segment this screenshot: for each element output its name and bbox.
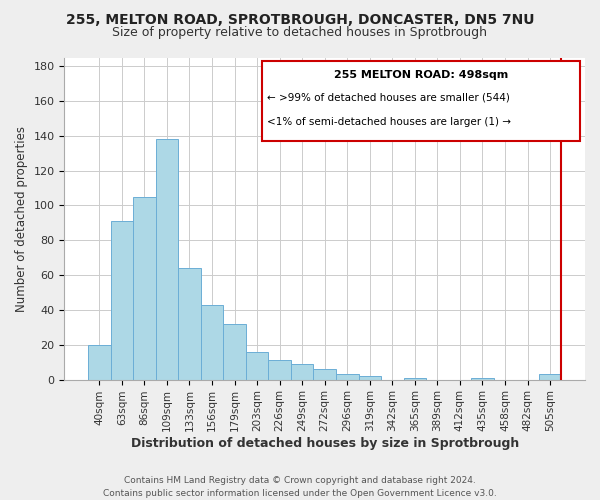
FancyBboxPatch shape xyxy=(262,60,580,141)
Text: 255, MELTON ROAD, SPROTBROUGH, DONCASTER, DN5 7NU: 255, MELTON ROAD, SPROTBROUGH, DONCASTER… xyxy=(66,12,534,26)
Text: 255 MELTON ROAD: 498sqm: 255 MELTON ROAD: 498sqm xyxy=(334,70,508,81)
Text: <1% of semi-detached houses are larger (1) →: <1% of semi-detached houses are larger (… xyxy=(268,117,511,127)
Bar xyxy=(471,378,494,380)
Y-axis label: Number of detached properties: Number of detached properties xyxy=(15,126,28,312)
Bar xyxy=(155,140,178,380)
Bar xyxy=(291,364,313,380)
Bar xyxy=(539,374,562,380)
Bar xyxy=(246,352,268,380)
Text: Size of property relative to detached houses in Sprotbrough: Size of property relative to detached ho… xyxy=(113,26,487,39)
X-axis label: Distribution of detached houses by size in Sprotbrough: Distribution of detached houses by size … xyxy=(131,437,519,450)
Bar xyxy=(201,304,223,380)
Bar xyxy=(133,197,155,380)
Bar xyxy=(110,221,133,380)
Bar xyxy=(336,374,359,380)
Text: Contains HM Land Registry data © Crown copyright and database right 2024.
Contai: Contains HM Land Registry data © Crown c… xyxy=(103,476,497,498)
Bar xyxy=(313,369,336,380)
Bar xyxy=(404,378,426,380)
Bar xyxy=(268,360,291,380)
Bar xyxy=(178,268,201,380)
Text: ← >99% of detached houses are smaller (544): ← >99% of detached houses are smaller (5… xyxy=(268,93,511,103)
Bar xyxy=(88,345,110,380)
Bar xyxy=(359,376,381,380)
Bar xyxy=(223,324,246,380)
